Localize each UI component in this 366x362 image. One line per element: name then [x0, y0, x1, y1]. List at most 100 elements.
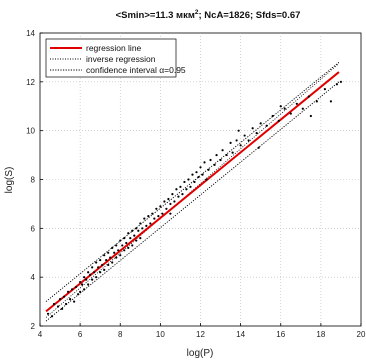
data-point — [195, 171, 198, 174]
data-point — [163, 200, 166, 203]
y-tick-label: 10 — [26, 127, 35, 136]
data-point — [115, 244, 118, 247]
data-point — [183, 180, 186, 184]
data-point — [243, 134, 246, 137]
data-point — [185, 188, 188, 191]
data-point — [75, 285, 78, 289]
data-point — [50, 315, 54, 318]
data-point — [87, 271, 90, 274]
data-point — [103, 254, 106, 257]
data-point — [46, 312, 50, 315]
data-point — [111, 261, 114, 264]
data-point — [265, 124, 268, 127]
data-point — [117, 249, 120, 252]
data-point — [97, 266, 100, 269]
data-point — [335, 83, 339, 86]
x-tick-label: 6 — [78, 330, 83, 339]
data-point — [283, 107, 286, 110]
data-point — [329, 100, 333, 103]
data-point — [135, 239, 138, 242]
data-point — [165, 207, 168, 210]
data-point — [219, 158, 222, 162]
data-point — [229, 141, 232, 144]
data-point — [52, 302, 56, 306]
data-point — [64, 302, 68, 306]
data-point — [127, 246, 130, 249]
data-point — [203, 161, 206, 164]
data-point — [149, 222, 152, 225]
data-point — [151, 212, 154, 215]
data-point — [139, 222, 142, 225]
data-point — [295, 102, 298, 105]
data-point — [171, 193, 174, 196]
data-point — [255, 132, 258, 135]
y-tick-label: 8 — [31, 176, 36, 185]
data-point — [79, 290, 82, 293]
data-point — [145, 224, 148, 227]
y-tick-label: 14 — [26, 29, 35, 38]
data-point — [123, 237, 126, 240]
data-point — [83, 288, 86, 291]
data-point — [143, 217, 146, 220]
data-point — [101, 263, 104, 267]
data-point — [159, 205, 162, 208]
legend-box — [45, 38, 177, 78]
data-point — [167, 197, 170, 201]
data-point — [79, 280, 82, 284]
data-point — [193, 180, 196, 184]
data-point — [119, 254, 122, 257]
confidence-upper-line — [45, 61, 340, 302]
data-point — [307, 95, 310, 98]
data-point — [131, 229, 134, 232]
data-point — [127, 232, 130, 235]
data-point — [173, 200, 176, 203]
data-point — [277, 119, 280, 122]
data-point — [225, 153, 228, 157]
data-point — [153, 217, 156, 220]
data-point — [197, 175, 200, 179]
data-point — [71, 288, 74, 291]
data-point — [111, 246, 114, 249]
data-point — [125, 241, 128, 245]
data-point — [123, 249, 126, 252]
data-point — [81, 283, 84, 286]
data-point — [85, 278, 88, 281]
data-point — [73, 300, 76, 303]
data-point — [109, 256, 112, 259]
x-tick-label: 8 — [118, 330, 123, 339]
data-point — [339, 80, 343, 83]
data-point — [155, 207, 158, 210]
legend-label-regression: regression line — [86, 43, 142, 53]
x-tick-label: 10 — [156, 330, 165, 339]
data-point — [77, 293, 80, 296]
data-point — [115, 256, 118, 259]
data-point — [181, 193, 184, 196]
data-point — [237, 129, 240, 132]
data-point — [247, 139, 250, 142]
data-point — [103, 268, 106, 271]
data-point — [139, 237, 142, 240]
data-point — [251, 127, 254, 130]
data-point — [107, 263, 110, 267]
x-ticks: 4 6 8 10 12 14 16 18 20 — [38, 323, 366, 339]
x-tick-label: 14 — [236, 330, 245, 339]
legend-label-confidence-interval: confidence interval α=0.95 — [86, 65, 186, 75]
data-point — [60, 307, 64, 311]
data-point — [189, 185, 192, 188]
data-point — [107, 251, 110, 254]
data-point — [209, 158, 212, 162]
y-tick-label: 12 — [26, 78, 35, 87]
data-point — [141, 227, 144, 230]
confidence-lower-line — [45, 81, 340, 322]
data-point — [95, 276, 98, 279]
data-point — [257, 146, 260, 149]
legend-label-inverse-regression: inverse regression — [86, 54, 156, 64]
data-point — [175, 188, 178, 191]
data-point — [315, 100, 318, 103]
chart-title-suffix: ; NcA=1826; Sfds=0.67 — [199, 10, 301, 21]
data-point — [231, 151, 234, 154]
grid-lines — [40, 33, 361, 326]
data-point — [271, 114, 274, 118]
data-point — [205, 178, 208, 181]
